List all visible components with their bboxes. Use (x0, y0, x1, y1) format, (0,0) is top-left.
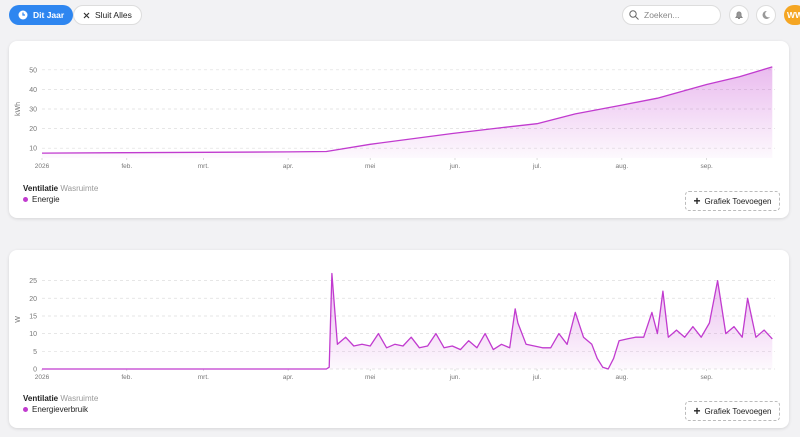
device-name: Ventilatie (23, 394, 59, 403)
legend-label: Energieverbruik (32, 405, 89, 414)
x-tick-label: apr. (283, 163, 294, 170)
y-tick-label: 30 (29, 107, 37, 114)
y-tick-label: 40 (29, 87, 37, 94)
close-icon (83, 12, 90, 18)
x-tick-label: mrt. (198, 163, 209, 170)
x-tick-label: aug. (616, 374, 629, 381)
legend-title: Ventilatie Wasruimte (23, 394, 98, 403)
add-chart-button[interactable]: + Grafiek Toevoegen (685, 401, 780, 421)
clock-icon (18, 10, 28, 20)
line (42, 272, 773, 370)
close-all-label: Sluit Alles (95, 10, 132, 20)
legend-label: Energie (32, 195, 60, 204)
x-tick-label: jun. (449, 163, 461, 170)
search-box[interactable]: Zoeken... (622, 5, 721, 25)
x-tick-label: 2026 (35, 163, 50, 170)
y-tick-label: 5 (33, 349, 37, 356)
y-tick-label: 20 (29, 296, 37, 303)
y-tick-label: 50 (29, 67, 37, 74)
y-axis-label: kWh (15, 102, 22, 116)
y-tick-label: 10 (29, 331, 37, 338)
room-name: Wasruimte (60, 394, 99, 403)
x-tick-label: feb. (121, 374, 132, 381)
y-tick-label: 25 (29, 278, 37, 285)
avatar[interactable]: WW (784, 5, 800, 25)
chart-card: W 0 5 10 15 20 25 2026 feb. mrt. apr. mei jun. jul. au… (9, 250, 789, 428)
chart: W 0 5 10 15 20 25 2026 feb. mrt. apr. mei jun. jul. au… (15, 272, 775, 381)
x-tick-label: apr. (283, 374, 294, 381)
avatar-initials: WW (787, 10, 800, 20)
theme-button[interactable] (756, 5, 776, 25)
area (42, 273, 773, 369)
moon-icon (762, 10, 770, 19)
x-tick-label: mrt. (198, 374, 209, 381)
x-tick-label: feb. (121, 163, 132, 170)
search-placeholder: Zoeken... (644, 10, 680, 20)
legend-dot (23, 407, 28, 412)
search-icon (629, 10, 639, 20)
legend-entry[interactable]: Energie (23, 195, 60, 204)
room-name: Wasruimte (60, 184, 99, 193)
device-name: Ventilatie (23, 184, 59, 193)
y-tick-label: 10 (29, 146, 37, 153)
legend-title: Ventilatie Wasruimte (23, 184, 98, 193)
add-chart-label: Grafiek Toevoegen (704, 196, 772, 206)
y-tick-label: 20 (29, 126, 37, 133)
y-axis-label: W (15, 316, 22, 323)
notifications-button[interactable] (729, 5, 749, 25)
chart-card: kWh 10 20 30 40 50 2026 feb. mrt. apr. mei jun. jul.… (9, 41, 789, 218)
legend-entry[interactable]: Energieverbruik (23, 405, 88, 414)
chart: kWh 10 20 30 40 50 2026 feb. mrt. apr. mei jun. jul.… (15, 66, 775, 170)
y-tick-label: 0 (33, 367, 37, 374)
x-tick-label: sep. (700, 163, 712, 170)
x-tick-label: jun. (449, 374, 461, 381)
y-tick-label: 15 (29, 313, 37, 320)
period-button[interactable]: Dit Jaar (9, 5, 74, 25)
x-tick-label: jul. (532, 163, 542, 170)
area (42, 66, 773, 158)
x-tick-label: mei (365, 163, 375, 170)
x-tick-label: 2026 (35, 374, 50, 381)
x-tick-label: aug. (616, 163, 629, 170)
line (41, 66, 773, 154)
add-chart-button[interactable]: + Grafiek Toevoegen (685, 191, 780, 211)
add-chart-label: Grafiek Toevoegen (704, 406, 772, 416)
x-tick-label: sep. (700, 374, 712, 381)
bell-icon (735, 11, 743, 19)
x-tick-label: mei (365, 374, 375, 381)
legend-dot (23, 197, 28, 202)
x-tick-label: jul. (532, 374, 542, 381)
close-all-button[interactable]: Sluit Alles (73, 5, 142, 25)
period-label: Dit Jaar (33, 10, 65, 20)
